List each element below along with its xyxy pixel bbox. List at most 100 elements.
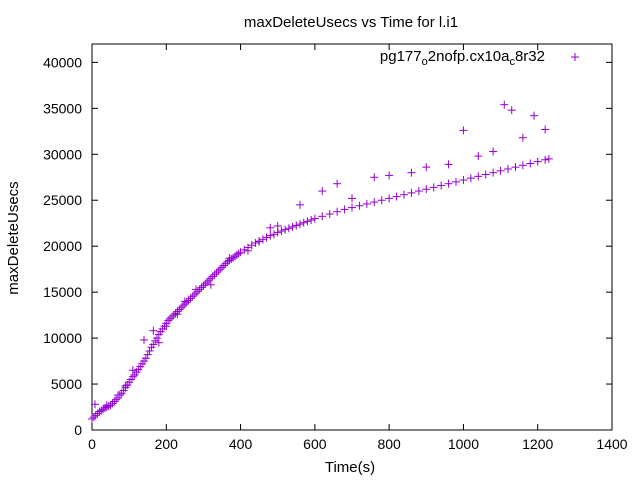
data-point <box>307 215 316 224</box>
data-point <box>281 225 290 234</box>
data-point <box>210 270 219 279</box>
data-point <box>141 354 150 363</box>
x-axis-ticks: 0 200 400 600 800 1000 1200 1400 <box>88 44 628 452</box>
y-tick-label: 0 <box>74 422 82 438</box>
data-point <box>212 268 221 277</box>
x-tick-label: 800 <box>377 436 401 452</box>
y-tick-label: 20000 <box>43 238 82 254</box>
legend: pg177o2nofp.cx10ac8r32 <box>380 48 579 68</box>
data-point <box>164 316 173 325</box>
data-point <box>481 170 490 179</box>
x-tick-label: 1400 <box>596 436 627 452</box>
data-point <box>91 411 100 420</box>
data-point <box>225 254 234 263</box>
x-tick-label: 600 <box>303 436 327 452</box>
data-point <box>370 173 379 182</box>
data-point <box>240 245 249 254</box>
data-point <box>182 298 191 307</box>
data-point <box>173 310 182 319</box>
data-point <box>296 220 304 229</box>
data-point <box>541 155 550 164</box>
data-point <box>500 100 509 109</box>
data-point <box>188 292 197 301</box>
data-point <box>444 179 453 188</box>
data-point <box>171 309 180 318</box>
data-point <box>145 346 154 355</box>
data-point <box>186 294 195 303</box>
data-point <box>422 185 431 194</box>
data-point <box>216 265 225 274</box>
y-tick-label: 35000 <box>43 100 82 116</box>
data-point <box>489 168 498 177</box>
data-point <box>392 192 401 201</box>
y-tick-label: 40000 <box>43 54 82 70</box>
data-point <box>149 340 158 349</box>
data-point <box>154 338 163 347</box>
x-tick-label: 0 <box>88 436 96 452</box>
data-point <box>296 200 304 209</box>
data-point <box>179 301 187 310</box>
data-point <box>459 126 468 135</box>
data-point <box>459 176 468 185</box>
axes <box>91 43 613 431</box>
data-point <box>511 163 520 172</box>
data-point <box>422 163 431 172</box>
data-point <box>162 322 171 331</box>
data-point <box>110 397 119 406</box>
data-point <box>90 400 99 409</box>
data-point <box>219 261 228 270</box>
data-point <box>153 334 161 343</box>
data-point <box>507 106 516 115</box>
data-point <box>518 133 527 142</box>
data-point <box>504 164 512 173</box>
data-point <box>197 283 206 292</box>
data-point <box>121 381 130 390</box>
x-tick-label: 400 <box>229 436 253 452</box>
data-point <box>192 285 200 294</box>
data-point <box>518 161 527 170</box>
data-point <box>340 205 349 214</box>
data-point <box>333 207 342 216</box>
data-point <box>180 297 189 306</box>
y-tick-label: 15000 <box>43 284 82 300</box>
data-point <box>206 280 215 289</box>
data-point <box>89 413 98 422</box>
data-point <box>407 168 416 177</box>
legend-marker-symbol <box>571 53 579 61</box>
data-point <box>414 187 423 196</box>
data-point <box>437 181 446 190</box>
data-point <box>167 312 176 321</box>
data-point <box>114 391 122 400</box>
data-point <box>262 233 271 242</box>
data-point <box>496 166 505 175</box>
data-point <box>205 276 213 285</box>
data-point <box>190 290 199 299</box>
data-point <box>292 221 301 230</box>
data-point <box>273 221 282 230</box>
data-point <box>429 183 438 192</box>
data-point <box>255 237 264 246</box>
x-axis-title: Time(s) <box>325 459 375 476</box>
data-point <box>299 218 308 227</box>
y-tick-label: 5000 <box>51 376 82 392</box>
y-tick-label: 30000 <box>43 146 82 162</box>
data-point <box>362 199 371 208</box>
data-point <box>277 227 286 236</box>
data-point <box>544 154 553 163</box>
data-point <box>348 194 356 203</box>
data-point <box>199 281 208 290</box>
data-point <box>247 241 256 250</box>
data-point <box>193 287 202 296</box>
data-point <box>175 305 184 314</box>
data-points <box>88 100 553 423</box>
data-point <box>234 249 243 258</box>
data-point <box>303 217 312 226</box>
data-point <box>244 246 252 255</box>
y-axis-ticks: 0 5000 10000 15000 20000 25000 30000 35000 40000 <box>43 54 612 438</box>
data-point <box>407 188 416 197</box>
data-point <box>385 194 394 203</box>
data-point <box>325 210 334 219</box>
data-point <box>266 231 275 240</box>
data-point <box>318 212 327 221</box>
